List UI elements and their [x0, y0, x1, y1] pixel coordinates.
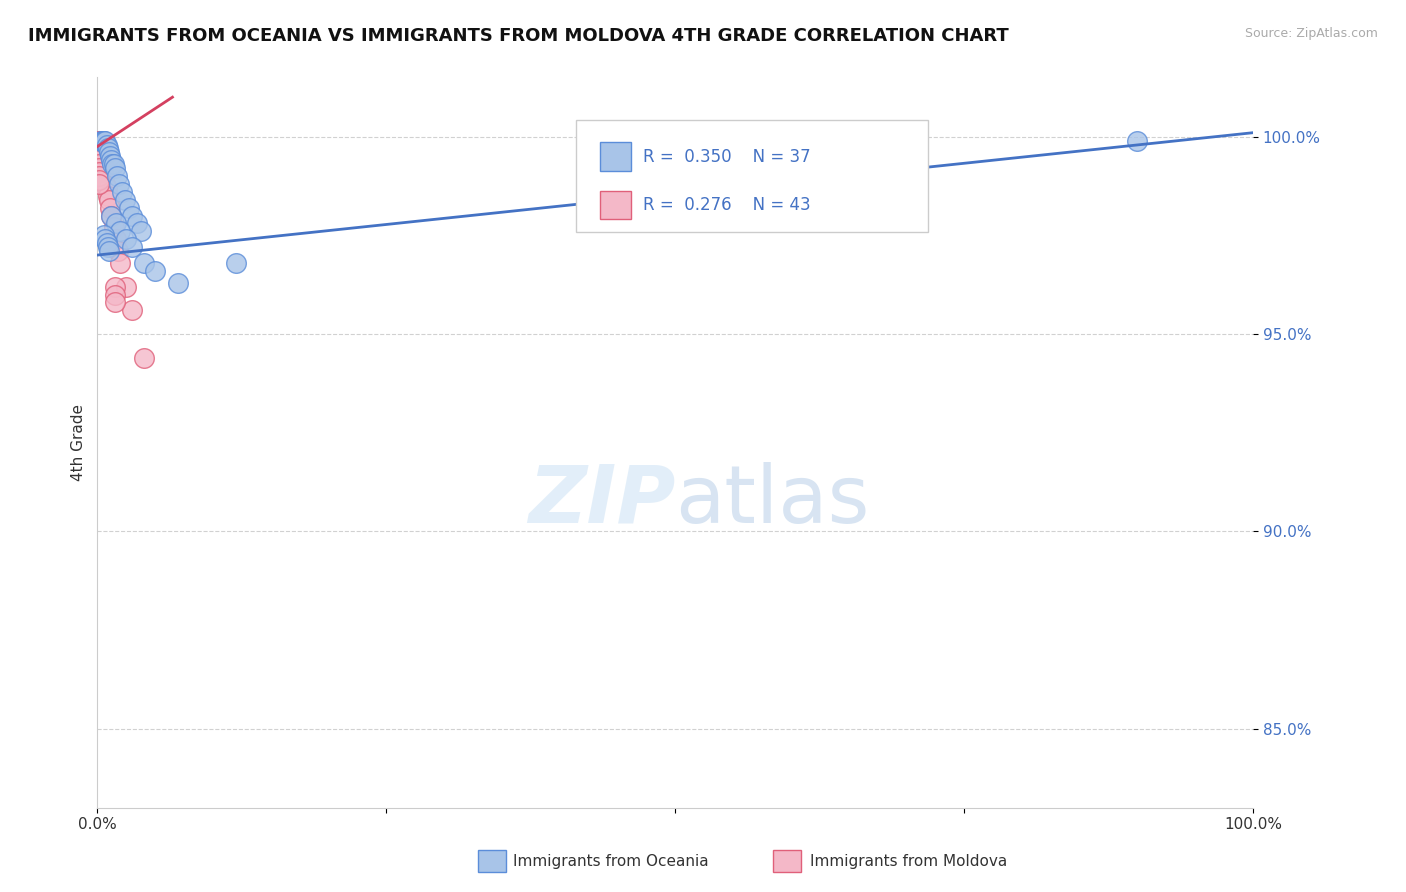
Text: IMMIGRANTS FROM OCEANIA VS IMMIGRANTS FROM MOLDOVA 4TH GRADE CORRELATION CHART: IMMIGRANTS FROM OCEANIA VS IMMIGRANTS FR…	[28, 27, 1010, 45]
Point	[87, 137, 110, 152]
Point	[104, 279, 127, 293]
Point	[90, 153, 112, 168]
Point	[98, 149, 121, 163]
Point	[143, 264, 166, 278]
Point	[132, 256, 155, 270]
Point	[87, 161, 110, 176]
Point	[104, 232, 127, 246]
Point	[89, 137, 111, 152]
Point	[101, 157, 124, 171]
Point	[103, 157, 125, 171]
Point	[91, 157, 114, 171]
Point	[87, 153, 110, 168]
Point	[97, 141, 120, 155]
Point	[90, 134, 112, 148]
Point	[87, 157, 110, 171]
Point	[94, 232, 117, 246]
Text: atlas: atlas	[675, 462, 869, 540]
Point	[98, 201, 121, 215]
Point	[129, 224, 152, 238]
Point	[89, 141, 111, 155]
Point	[93, 228, 115, 243]
Point	[97, 240, 120, 254]
Point	[104, 295, 127, 310]
Point	[97, 244, 120, 259]
Point	[115, 279, 138, 293]
Point	[90, 141, 112, 155]
Point	[91, 149, 114, 163]
Point	[225, 256, 247, 270]
Point	[86, 141, 108, 155]
Point	[104, 161, 127, 176]
Point	[100, 209, 122, 223]
Point	[110, 256, 132, 270]
Text: R =  0.276    N = 43: R = 0.276 N = 43	[643, 196, 810, 214]
Text: R =  0.350    N = 37: R = 0.350 N = 37	[643, 148, 810, 166]
Point	[121, 240, 143, 254]
Point	[86, 137, 108, 152]
Text: Immigrants from Moldova: Immigrants from Moldova	[810, 855, 1007, 869]
Point	[94, 134, 117, 148]
Text: Source: ZipAtlas.com: Source: ZipAtlas.com	[1244, 27, 1378, 40]
Point	[96, 181, 118, 195]
Point	[96, 137, 118, 152]
Text: Immigrants from Oceania: Immigrants from Oceania	[513, 855, 709, 869]
Point	[114, 193, 136, 207]
Point	[105, 169, 128, 183]
Y-axis label: 4th Grade: 4th Grade	[72, 404, 86, 481]
Point	[87, 173, 110, 187]
Point	[87, 145, 110, 160]
Point	[90, 145, 112, 160]
Point	[121, 303, 143, 318]
Point	[87, 134, 110, 148]
Point	[87, 169, 110, 183]
Point	[93, 134, 115, 148]
Point	[89, 149, 111, 163]
Point	[87, 149, 110, 163]
Point	[132, 351, 155, 365]
Point	[87, 177, 110, 191]
Point	[167, 276, 190, 290]
Point	[117, 201, 139, 215]
Point	[104, 287, 127, 301]
Point	[125, 217, 148, 231]
Point	[872, 134, 894, 148]
Point	[108, 177, 131, 191]
Point	[97, 193, 120, 207]
Point	[91, 134, 114, 148]
Point	[111, 185, 134, 199]
Point	[107, 244, 129, 259]
Point	[91, 157, 114, 171]
Point	[91, 134, 114, 148]
Text: ZIP: ZIP	[527, 462, 675, 540]
Point	[89, 145, 111, 160]
Point	[121, 209, 143, 223]
Point	[87, 165, 110, 179]
Point	[100, 153, 122, 168]
Point	[100, 209, 122, 223]
Point	[93, 169, 115, 183]
Point	[86, 134, 108, 148]
Point	[96, 236, 118, 251]
Point	[110, 224, 132, 238]
Point	[94, 177, 117, 191]
Point	[87, 141, 110, 155]
Point	[103, 220, 125, 235]
Point	[1126, 134, 1149, 148]
Point	[115, 232, 138, 246]
Point	[104, 217, 127, 231]
Point	[97, 145, 120, 160]
Point	[91, 165, 114, 179]
Point	[97, 189, 120, 203]
